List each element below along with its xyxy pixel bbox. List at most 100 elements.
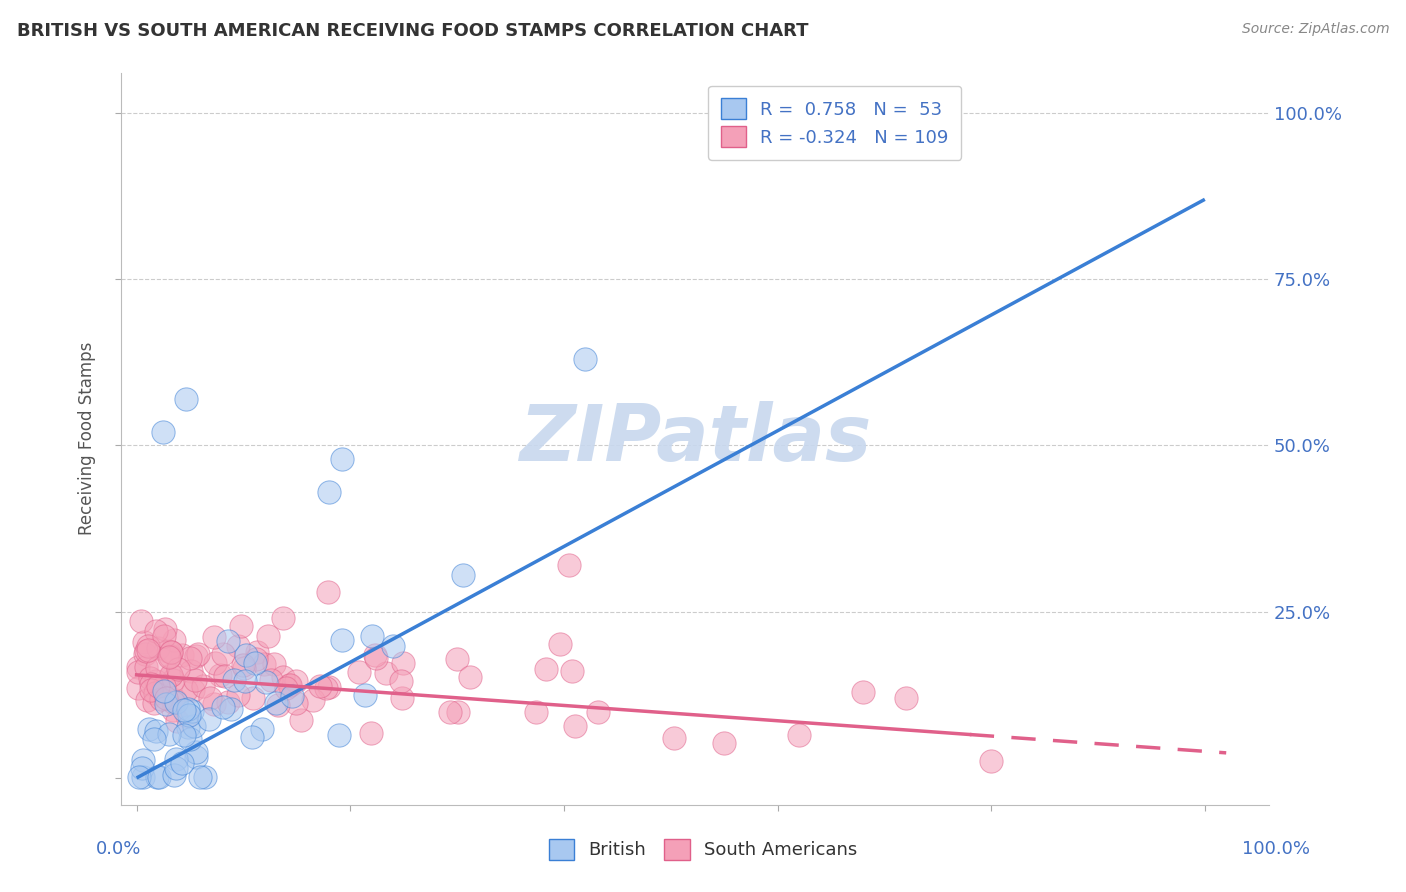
Point	[366, 651, 388, 665]
Point	[980, 754, 1002, 768]
Point	[451, 568, 474, 582]
Point	[162, 703, 184, 717]
Point	[233, 661, 256, 675]
Point	[127, 660, 149, 674]
Point	[146, 640, 169, 655]
Point	[664, 731, 686, 745]
Point	[246, 645, 269, 659]
Point	[271, 611, 294, 625]
Point	[271, 670, 294, 684]
Point	[460, 670, 482, 684]
Point	[145, 673, 167, 688]
Point	[204, 657, 226, 671]
Point	[163, 767, 186, 781]
Point	[219, 702, 242, 716]
Point	[235, 648, 257, 662]
Point	[165, 695, 187, 709]
Point	[142, 732, 165, 747]
Point	[852, 685, 875, 699]
Point	[375, 665, 398, 680]
Point	[173, 703, 195, 717]
Point	[254, 674, 277, 689]
Point	[228, 639, 250, 653]
Point	[159, 648, 181, 663]
Point	[183, 719, 205, 733]
Point	[586, 706, 609, 720]
Point	[894, 691, 917, 706]
Point	[202, 698, 225, 712]
Point	[278, 678, 301, 692]
Point	[184, 745, 207, 759]
Point	[150, 691, 173, 706]
Point	[131, 761, 153, 775]
Point	[354, 688, 377, 702]
Point	[240, 731, 263, 745]
Point	[278, 678, 301, 692]
Text: Source: ZipAtlas.com: Source: ZipAtlas.com	[1241, 22, 1389, 37]
Point	[202, 630, 225, 644]
Legend: R =  0.758   N =  53, R = -0.324   N = 109: R = 0.758 N = 53, R = -0.324 N = 109	[709, 86, 962, 160]
Point	[330, 451, 353, 466]
Point	[391, 691, 413, 706]
Text: 0.0%: 0.0%	[96, 840, 141, 858]
Point	[152, 425, 174, 439]
Point	[217, 695, 239, 709]
Point	[257, 629, 280, 643]
Point	[177, 702, 200, 716]
Point	[564, 719, 586, 733]
Point	[138, 722, 160, 736]
Point	[214, 669, 236, 683]
Point	[165, 752, 187, 766]
Point	[222, 673, 245, 688]
Point	[524, 705, 547, 719]
Point	[180, 664, 202, 678]
Point	[148, 770, 170, 784]
Point	[160, 668, 183, 682]
Point	[308, 679, 330, 693]
Point	[574, 351, 596, 366]
Point	[162, 695, 184, 709]
Point	[360, 726, 382, 740]
Point	[153, 684, 176, 698]
Point	[392, 656, 415, 670]
Point	[301, 693, 323, 707]
Point	[132, 770, 155, 784]
Point	[534, 662, 557, 676]
Legend: British, South Americans: British, South Americans	[541, 831, 865, 867]
Point	[141, 683, 163, 698]
Point	[135, 659, 157, 673]
Point	[165, 761, 187, 775]
Point	[285, 696, 308, 710]
Point	[160, 645, 183, 659]
Point	[153, 629, 176, 643]
Point	[132, 753, 155, 767]
Point	[157, 726, 180, 740]
Point	[561, 664, 583, 678]
Point	[176, 708, 198, 723]
Point	[260, 673, 283, 687]
Point	[276, 681, 298, 695]
Point	[174, 392, 197, 406]
Point	[209, 668, 232, 682]
Point	[184, 673, 207, 687]
Point	[349, 665, 371, 679]
Point	[446, 652, 468, 666]
Point	[245, 656, 267, 670]
Point	[183, 682, 205, 697]
Point	[136, 643, 159, 657]
Point	[160, 667, 183, 681]
Point	[155, 690, 177, 705]
Point	[188, 770, 211, 784]
Point	[232, 658, 254, 673]
Point	[787, 728, 810, 742]
Y-axis label: Receiving Food Stamps: Receiving Food Stamps	[79, 342, 96, 535]
Point	[173, 728, 195, 742]
Point	[245, 651, 267, 665]
Point	[558, 558, 581, 573]
Point	[181, 704, 204, 718]
Point	[713, 736, 735, 750]
Point	[163, 632, 186, 647]
Point	[157, 644, 180, 658]
Point	[127, 665, 149, 679]
Point	[187, 647, 209, 661]
